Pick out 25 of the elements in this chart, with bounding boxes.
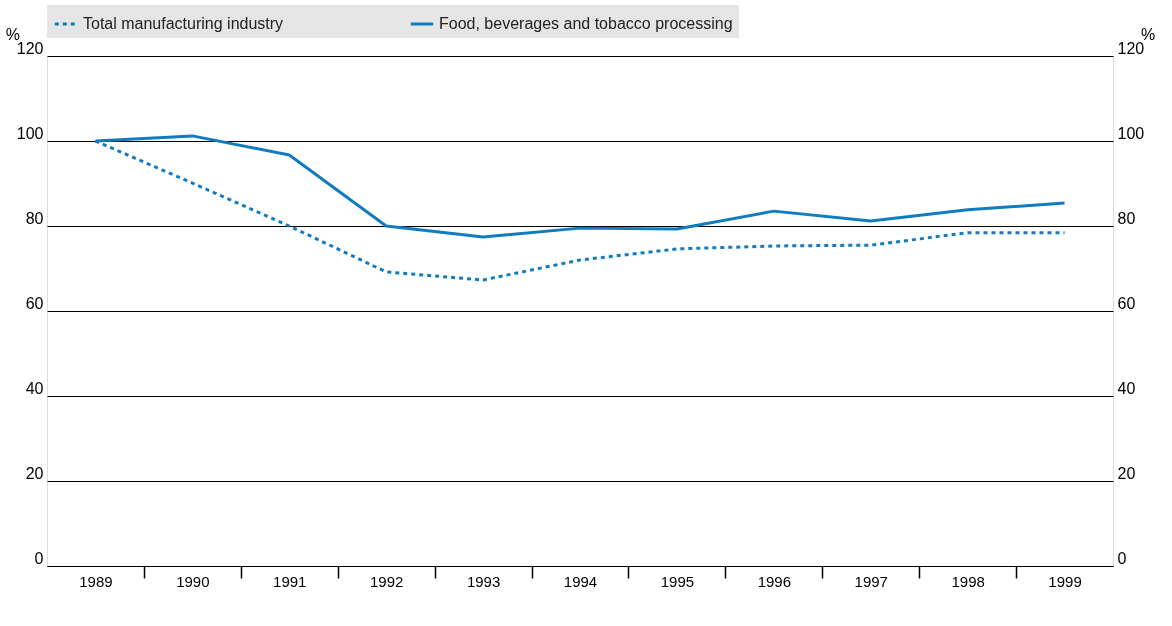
legend-label: Food, beverages and tobacco processing (439, 15, 733, 32)
x-tick-label: 1996 (757, 572, 792, 590)
y2-tick-label: 80 (1117, 209, 1136, 227)
x-tick-label: 1991 (273, 572, 307, 590)
x-tick-label: 1990 (176, 572, 210, 590)
y2-tick-label: 60 (1117, 294, 1136, 312)
y-tick-label: 60 (25, 294, 44, 312)
y2-tick-label: 40 (1117, 379, 1136, 397)
y-tick-label: 0 (34, 549, 44, 567)
y2-tick-label: 20 (1117, 464, 1136, 482)
x-tick-label: 1989 (79, 572, 113, 590)
y-tick-label: 80 (25, 209, 44, 227)
y2-tick-label: 0 (1117, 549, 1127, 567)
y2-tick-label: 100 (1117, 124, 1145, 142)
x-tick-label: 1997 (854, 572, 888, 590)
y-tick-label: 40 (25, 379, 44, 397)
x-tick-label: 1998 (951, 572, 985, 590)
y-tick-label: 100 (16, 124, 44, 142)
y-tick-label: 20 (25, 464, 44, 482)
x-tick-label: 1993 (466, 572, 501, 590)
x-tick-label: 1999 (1048, 572, 1082, 590)
x-tick-label: 1995 (660, 572, 695, 590)
x-tick-label: 1994 (563, 572, 598, 590)
legend-label: Total manufacturing industry (83, 15, 284, 32)
x-tick-label: 1992 (369, 572, 404, 590)
